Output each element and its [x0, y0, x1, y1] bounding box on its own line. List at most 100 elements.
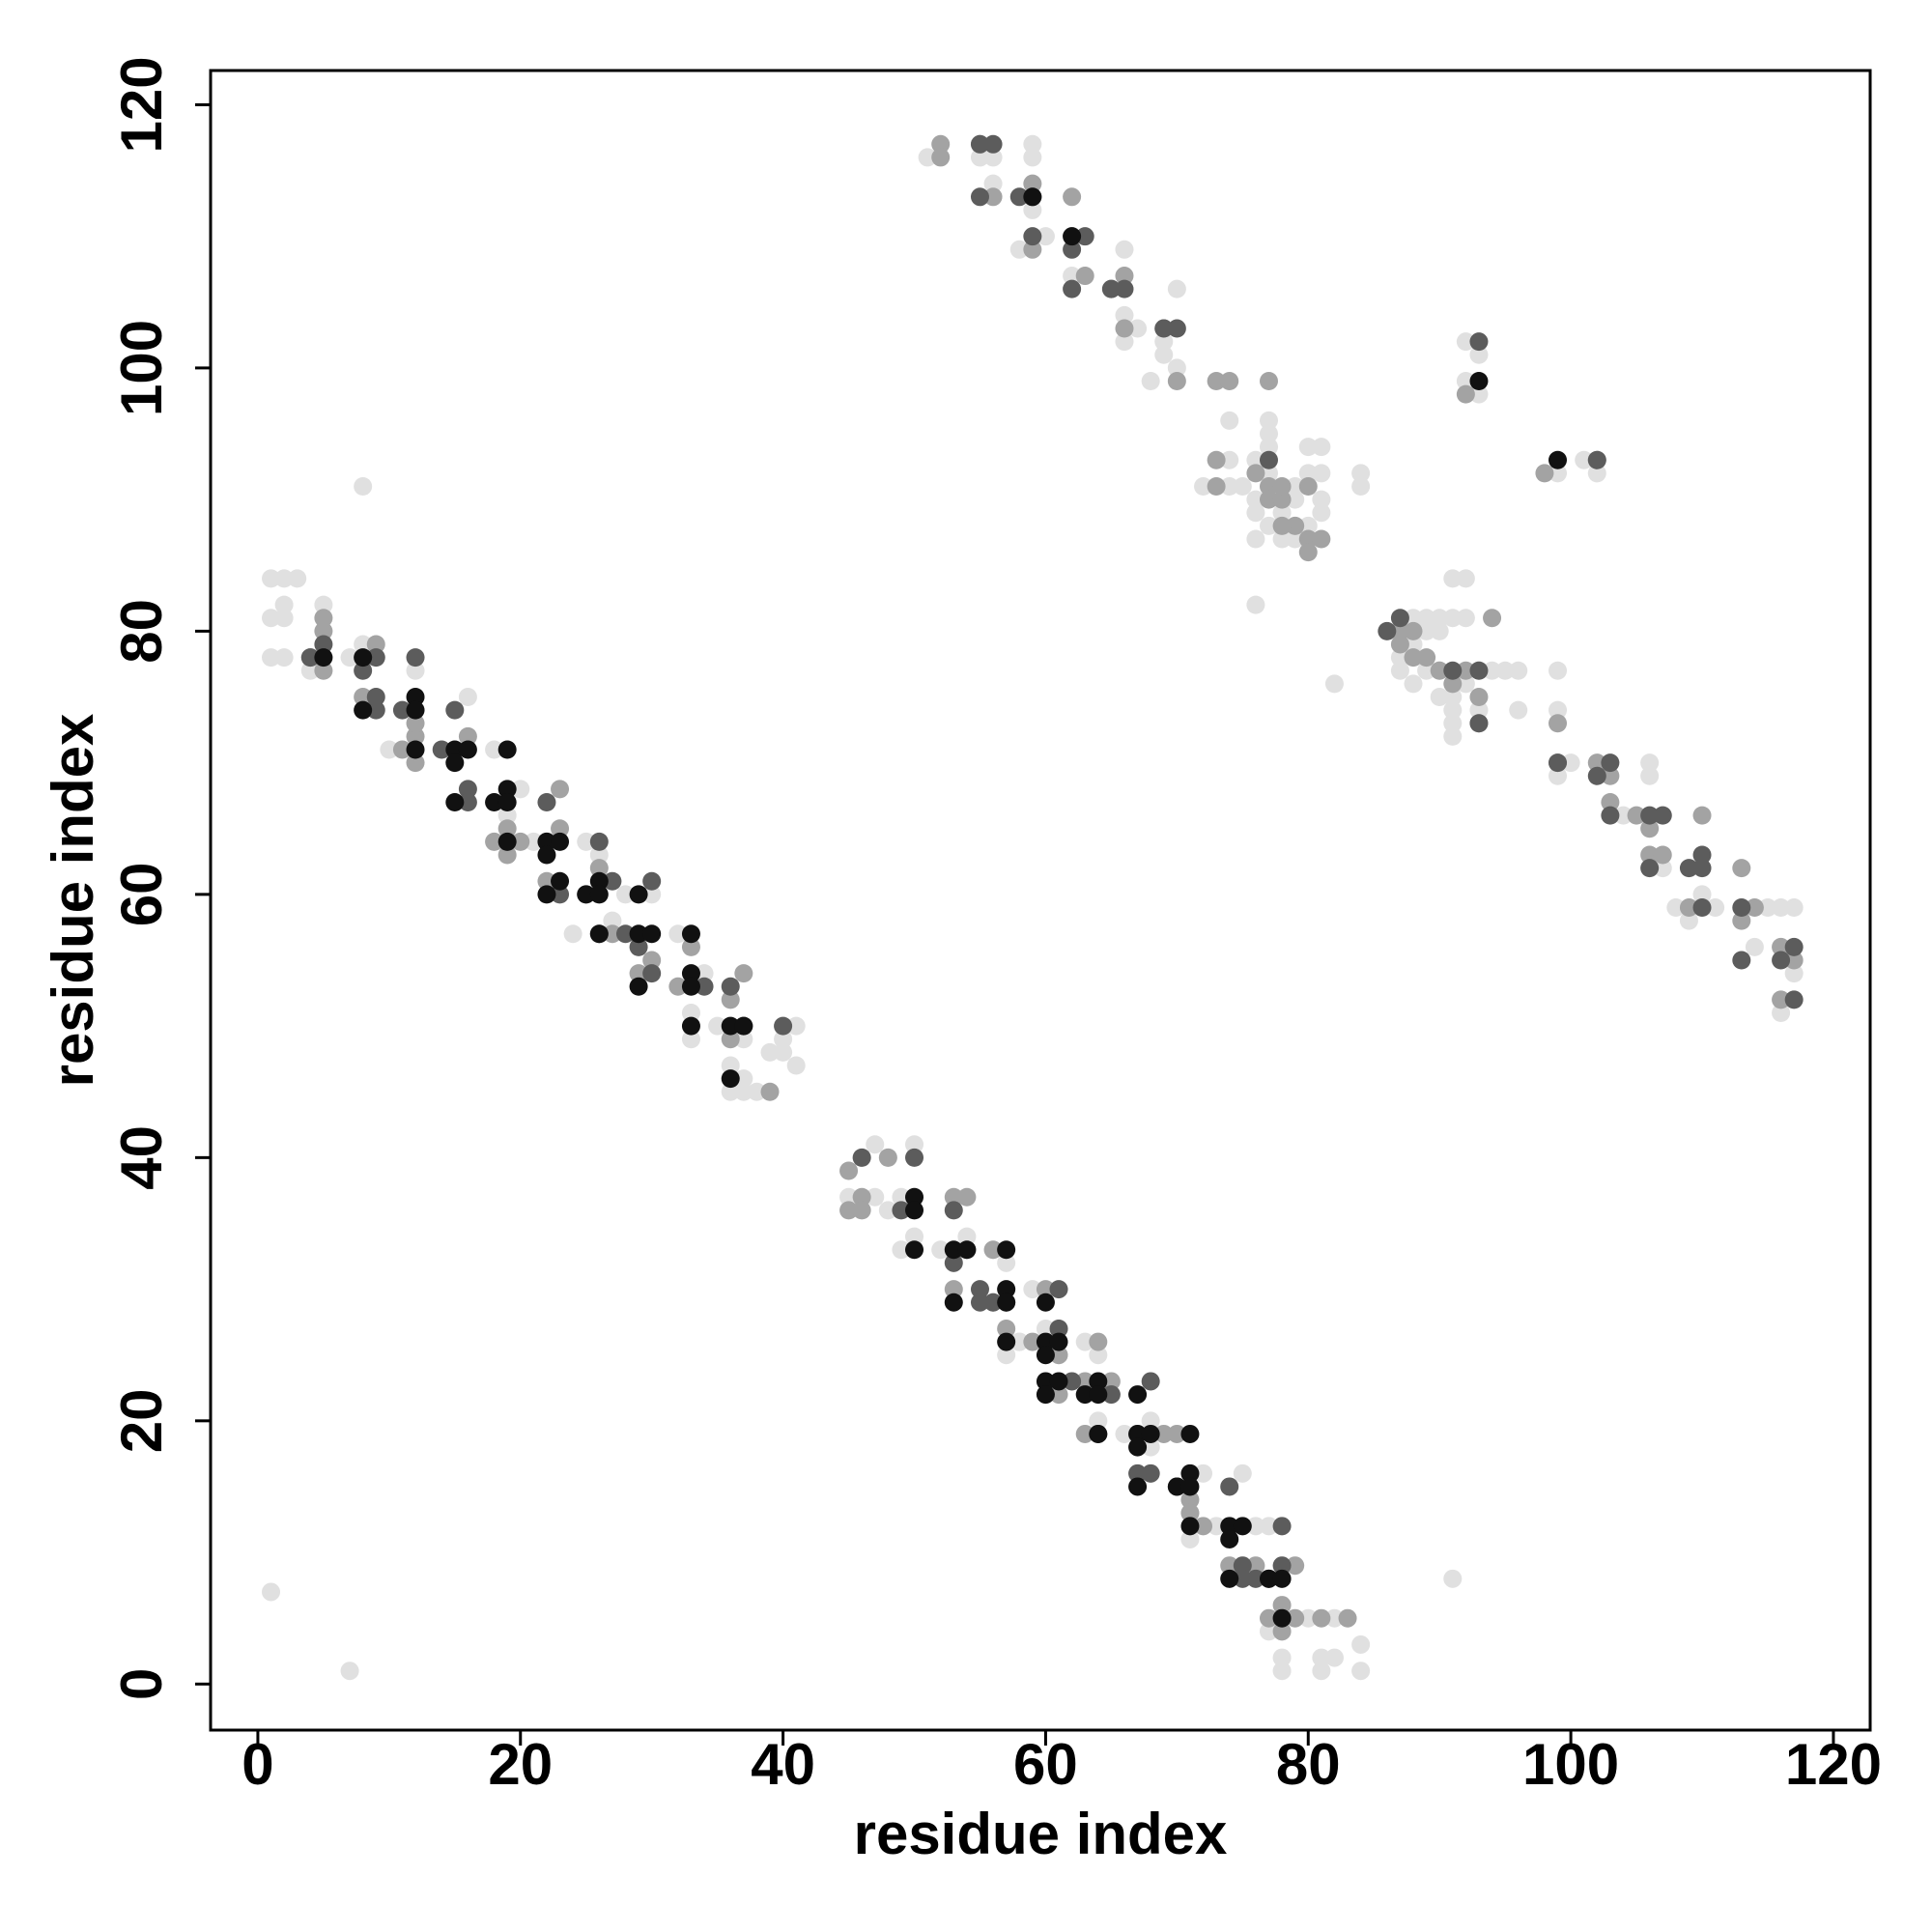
point: [1233, 477, 1252, 497]
point: [1286, 1608, 1305, 1628]
point: [681, 924, 700, 944]
point: [1128, 1424, 1148, 1443]
point: [1298, 477, 1318, 497]
point: [354, 700, 373, 720]
point: [392, 700, 412, 720]
point: [1784, 937, 1804, 956]
point: [1233, 1463, 1252, 1483]
point: [1272, 1556, 1292, 1576]
point: [511, 832, 530, 851]
point: [458, 688, 477, 707]
point: [589, 885, 609, 904]
point: [537, 871, 556, 891]
point: [288, 569, 307, 588]
point: [1640, 845, 1660, 865]
point: [1378, 621, 1397, 640]
point: [997, 1240, 1016, 1260]
x-axis-title: residue index: [854, 1802, 1228, 1866]
point: [1772, 897, 1791, 917]
point: [551, 885, 570, 904]
point: [603, 924, 622, 944]
point: [983, 148, 1003, 167]
point: [1049, 1385, 1068, 1405]
point: [563, 924, 582, 944]
point: [629, 977, 648, 996]
point: [1443, 661, 1463, 680]
point: [1430, 688, 1449, 707]
point: [878, 1148, 897, 1167]
point: [1128, 1463, 1148, 1483]
point: [274, 569, 294, 588]
point: [497, 845, 517, 865]
point: [589, 924, 609, 944]
point: [1154, 332, 1174, 352]
point: [1259, 1569, 1278, 1588]
point: [314, 595, 333, 614]
point: [1601, 753, 1620, 773]
point: [1469, 332, 1489, 352]
point: [406, 700, 425, 720]
point: [1351, 1662, 1371, 1681]
point: [1298, 543, 1318, 562]
point: [1259, 372, 1278, 391]
point: [997, 1253, 1016, 1272]
point: [931, 134, 951, 154]
point: [445, 793, 465, 812]
point: [1101, 1372, 1121, 1391]
point: [1180, 1463, 1200, 1483]
point: [497, 819, 517, 838]
point: [1089, 1332, 1108, 1351]
point: [1194, 477, 1213, 497]
point: [1640, 819, 1660, 838]
point: [1417, 661, 1436, 680]
point: [905, 1148, 924, 1167]
point: [1640, 859, 1660, 878]
point: [577, 885, 596, 904]
point: [1141, 372, 1160, 391]
point: [1272, 490, 1292, 509]
point: [1246, 1569, 1265, 1588]
point: [1259, 1517, 1278, 1536]
y-tick-label: 80: [109, 599, 174, 664]
point: [274, 595, 294, 614]
point: [1469, 688, 1489, 707]
point: [1167, 279, 1186, 298]
point: [1587, 450, 1606, 469]
point: [537, 845, 556, 865]
point: [1233, 1556, 1252, 1576]
point: [983, 1293, 1003, 1312]
point: [1272, 1608, 1292, 1628]
point: [1692, 885, 1712, 904]
point: [1509, 661, 1528, 680]
point: [485, 832, 504, 851]
point: [1469, 372, 1489, 391]
point: [1286, 516, 1305, 535]
point: [1469, 700, 1489, 720]
point: [406, 726, 425, 746]
point: [1207, 372, 1226, 391]
point: [1653, 845, 1672, 865]
point: [786, 1016, 806, 1036]
point: [497, 780, 517, 799]
point: [681, 964, 700, 983]
point: [852, 1148, 871, 1167]
point: [589, 832, 609, 851]
point: [944, 1253, 963, 1272]
point: [445, 740, 465, 759]
point: [1246, 1556, 1265, 1576]
point: [1049, 1332, 1068, 1351]
point: [944, 1280, 963, 1299]
point: [1390, 609, 1409, 628]
point: [1404, 609, 1423, 628]
point: [970, 1280, 989, 1299]
point: [314, 621, 333, 640]
point: [1509, 700, 1528, 720]
point: [262, 1582, 281, 1602]
point: [274, 609, 294, 628]
point: [300, 661, 320, 680]
point: [1259, 450, 1278, 469]
point: [1404, 648, 1423, 668]
point: [603, 911, 622, 930]
point: [1286, 529, 1305, 549]
